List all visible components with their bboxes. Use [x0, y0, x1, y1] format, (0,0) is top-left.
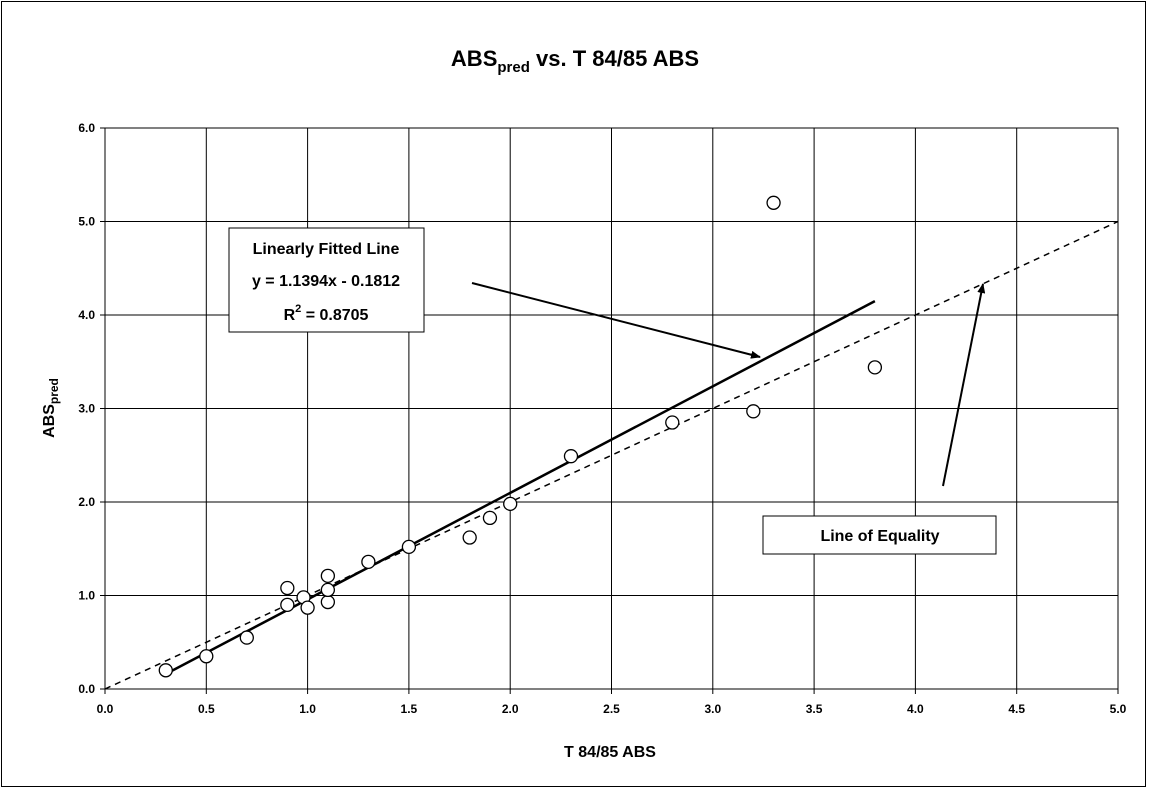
y-tick-label: 1.0: [78, 589, 95, 603]
x-tick-label: 4.0: [907, 702, 924, 716]
x-tick-label: 2.0: [502, 702, 519, 716]
equality-label: Line of Equality: [820, 528, 939, 545]
x-axis-title: T 84/85 ABS: [564, 744, 656, 761]
data-point: [320, 568, 336, 584]
y-tick-label: 3.0: [78, 402, 95, 416]
fit-annotation-arrow: [471, 282, 761, 359]
data-point: [361, 554, 376, 569]
x-tick-label: 1.5: [401, 702, 418, 716]
y-tick-label: 6.0: [78, 121, 95, 135]
data-point: [867, 360, 883, 375]
x-tick-label: 1.0: [299, 702, 316, 716]
fit-label-r2: R2 = 0.8705: [284, 303, 369, 324]
data-point: [462, 530, 477, 545]
data-points: [158, 195, 883, 678]
x-tick-label: 0.5: [198, 702, 215, 716]
data-point: [766, 195, 781, 210]
x-tick-label: 0.0: [97, 702, 114, 716]
data-point: [503, 496, 518, 512]
data-point: [158, 663, 173, 678]
data-point: [563, 449, 579, 464]
data-point: [746, 404, 761, 419]
x-tick-label: 2.5: [603, 702, 620, 716]
data-point: [401, 539, 417, 555]
data-point: [199, 649, 214, 664]
y-tick-label: 4.0: [78, 308, 95, 322]
y-tick-labels: 0.0 1.0 2.0 3.0 4.0 5.0 6.0: [78, 121, 95, 696]
data-point: [280, 597, 295, 612]
data-point: [239, 630, 254, 645]
x-tick-label: 3.0: [704, 702, 721, 716]
x-tick-labels: 0.0 0.5 1.0 1.5 2.0 2.5 3.0 3.5 4.0 4.5 5.0: [97, 702, 1127, 716]
equality-line: [104, 220, 1119, 690]
equality-annotation: Line of Equality: [762, 515, 997, 555]
y-tick-label: 0.0: [78, 682, 95, 696]
x-tick-label: 5.0: [1110, 702, 1127, 716]
data-point: [665, 415, 680, 430]
fit-label-title: Linearly Fitted Line: [253, 241, 400, 258]
equality-annotation-box: [762, 515, 997, 555]
data-point: [300, 600, 315, 615]
y-tick-label: 5.0: [78, 215, 95, 229]
data-point: [280, 580, 295, 596]
equality-annotation-arrow: [942, 283, 986, 487]
data-point: [320, 594, 336, 610]
chart-title: ABSpred vs. T 84/85 ABS: [451, 46, 699, 76]
x-tick-label: 4.5: [1008, 702, 1025, 716]
fit-annotation: Linearly Fitted Line y = 1.1394x - 0.181…: [228, 227, 425, 333]
gridlines: [100, 127, 1119, 694]
data-point: [320, 582, 336, 598]
x-tick-label: 3.5: [806, 702, 823, 716]
y-tick-label: 2.0: [78, 495, 95, 509]
fit-label-equation: y = 1.1394x - 0.1812: [252, 273, 400, 290]
y-axis-title: ABSpred: [41, 378, 61, 438]
fit-annotation-box: [228, 227, 425, 333]
data-point: [482, 510, 498, 526]
fitted-line: [165, 300, 876, 676]
